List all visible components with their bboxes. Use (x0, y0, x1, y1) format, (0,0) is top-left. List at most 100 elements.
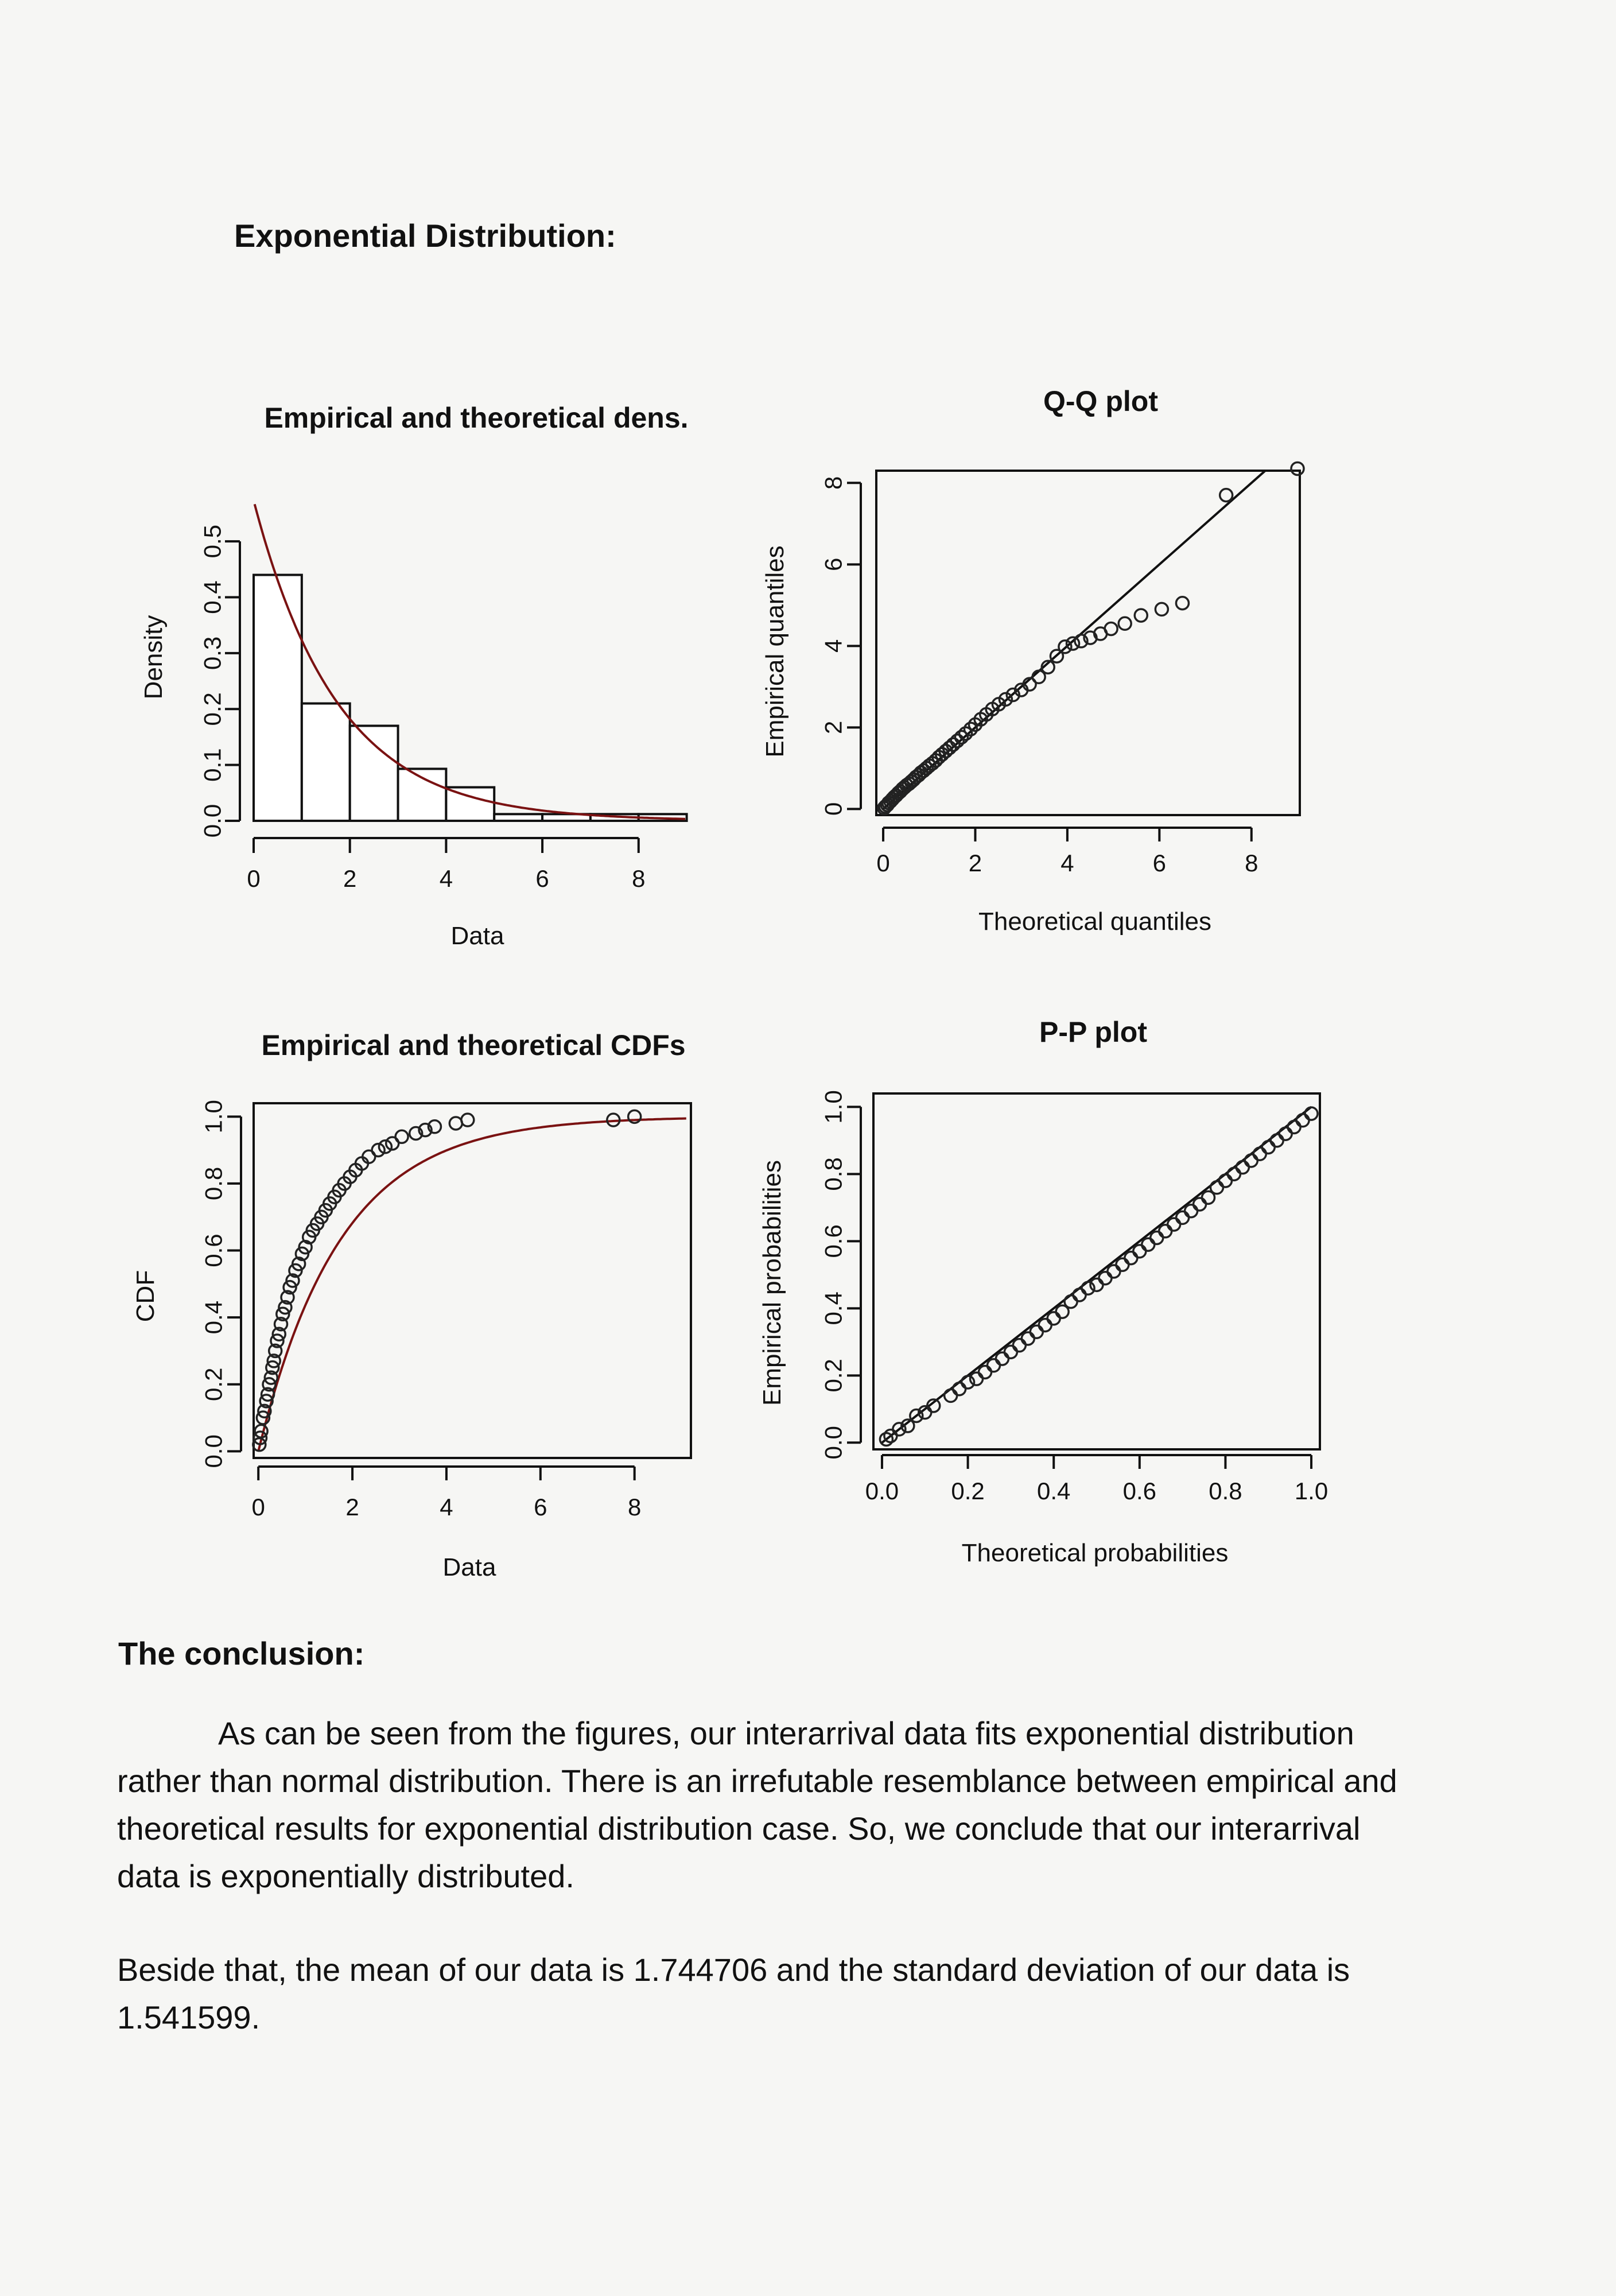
density-plot-xlabel: Data (451, 922, 504, 950)
cdf-data-point (294, 1246, 310, 1262)
qq-x-tick-label: 2 (969, 850, 982, 876)
cdf-data-point (408, 1126, 424, 1141)
cdf-data-point (427, 1119, 442, 1134)
pp-data-point (1209, 1180, 1225, 1195)
qq-data-point (950, 734, 965, 748)
pp-data-point (960, 1375, 976, 1390)
pp-data-point (1261, 1139, 1276, 1155)
pp-data-point (1063, 1294, 1078, 1309)
qq-data-point (1065, 636, 1081, 651)
pp-data-point (1201, 1190, 1216, 1205)
cdf-x-tick-label: 8 (628, 1494, 641, 1521)
pp-data-point (1157, 1224, 1173, 1239)
pp-data-point (1106, 1264, 1121, 1279)
pp-data-point (1141, 1237, 1156, 1252)
cdf-data-point (384, 1136, 400, 1151)
qq-plot-ylabel: Empirical quantiles (761, 545, 789, 757)
qq-data-point (1031, 669, 1046, 685)
qq-data-point (1049, 649, 1065, 664)
cdf-data-point (460, 1112, 475, 1127)
cdf-data-point (378, 1139, 393, 1154)
cdf-data-point (606, 1112, 621, 1127)
qq-data-point (998, 692, 1013, 707)
cdf-data-point (371, 1142, 386, 1158)
pp-data-point (1252, 1146, 1268, 1162)
density-x-tick-label: 0 (247, 865, 260, 892)
pp-data-point (951, 1381, 967, 1397)
qq-x-tick-label: 4 (1060, 850, 1074, 876)
cdf-data-point (361, 1149, 376, 1165)
cdf-data-point (394, 1129, 409, 1145)
qq-y-tick-label: 0 (820, 802, 847, 816)
qq-y-tick-label: 6 (820, 558, 847, 571)
pp-x-tick-label: 0.4 (1037, 1477, 1070, 1504)
density-x-tick-label: 6 (535, 865, 549, 892)
density-y-tick-label: 0.5 (199, 525, 226, 558)
pp-data-point (1287, 1119, 1302, 1135)
pp-data-point (995, 1351, 1010, 1366)
page-title: Exponential Distribution: (234, 218, 616, 254)
qq-data-point (1117, 616, 1132, 631)
qq-x-tick-label: 6 (1153, 850, 1166, 876)
cdf-data-point (273, 1317, 289, 1332)
density-plot-ylabel: Density (139, 615, 168, 700)
pp-plot-frame (872, 1092, 1321, 1450)
density-y-tick-label: 0.3 (199, 637, 226, 670)
pp-plot: P-P plot Empirical probabilities Theoret… (758, 1016, 1328, 1567)
pp-data-point (1218, 1173, 1233, 1188)
density-y-tick-label: 0.2 (199, 692, 226, 726)
pp-data-point (1183, 1203, 1199, 1219)
cdf-data-point (627, 1109, 642, 1124)
density-bar (493, 813, 544, 823)
qq-data-point (1104, 621, 1118, 637)
cdf-data-point (257, 1403, 272, 1419)
cdf-data-point (285, 1273, 300, 1288)
cdf-data-point (280, 1290, 295, 1305)
pp-data-point (943, 1388, 958, 1403)
qq-data-point (1175, 596, 1190, 611)
pp-data-point (926, 1398, 941, 1413)
density-bar (300, 702, 351, 823)
density-x-tick-label: 8 (632, 865, 645, 892)
qq-x-tick-label: 8 (1245, 850, 1258, 876)
pp-data-point (879, 1432, 894, 1447)
pp-data-point (1020, 1331, 1036, 1346)
qq-plot: Q-Q plot Empirical quantiles Theoretical… (761, 385, 1305, 936)
density-y-tick-label: 0.1 (199, 748, 226, 781)
density-bar (348, 724, 399, 822)
pp-data-point (1046, 1311, 1061, 1326)
cdf-data-point (255, 1410, 271, 1425)
cdf-data-point (259, 1394, 274, 1409)
cdf-data-point (298, 1239, 313, 1255)
qq-data-point (946, 737, 961, 752)
qq-data-point (1005, 687, 1020, 703)
qq-y-tick-label: 2 (820, 721, 847, 734)
pp-data-point (1226, 1166, 1242, 1182)
pp-data-point (909, 1408, 924, 1424)
density-plot: Empirical and theoretical dens. Density … (139, 402, 689, 950)
pp-data-point (1304, 1106, 1319, 1121)
qq-data-point (1133, 608, 1148, 623)
cdf-data-point (267, 1343, 283, 1359)
density-y-tick-label: 0.0 (199, 804, 226, 837)
pp-data-point (1166, 1217, 1182, 1232)
cdf-y-tick-label: 0.6 (200, 1234, 227, 1267)
cdf-data-point (418, 1122, 433, 1138)
cdf-data-point (263, 1370, 279, 1385)
cdf-data-point (278, 1300, 293, 1315)
pp-x-tick-label: 0.0 (865, 1477, 899, 1504)
pp-plot-xlabel: Theoretical probabilities (962, 1539, 1229, 1567)
pp-data-point (977, 1364, 993, 1380)
pp-y-tick-label: 0.2 (820, 1359, 847, 1392)
conclusion-paragraph: As can be seen from the figures, our int… (117, 1715, 1397, 1894)
pp-data-point (1244, 1153, 1259, 1168)
pp-x-tick-label: 0.6 (1123, 1477, 1156, 1504)
pp-data-point (1081, 1281, 1096, 1296)
cdf-plot: Empirical and theoretical CDFs CDF Data … (131, 1029, 692, 1581)
pp-data-point (1192, 1197, 1207, 1212)
cdf-data-point (265, 1360, 280, 1375)
pp-data-point (1295, 1113, 1310, 1128)
cdf-data-point (275, 1306, 290, 1322)
pp-data-point (1115, 1257, 1130, 1273)
